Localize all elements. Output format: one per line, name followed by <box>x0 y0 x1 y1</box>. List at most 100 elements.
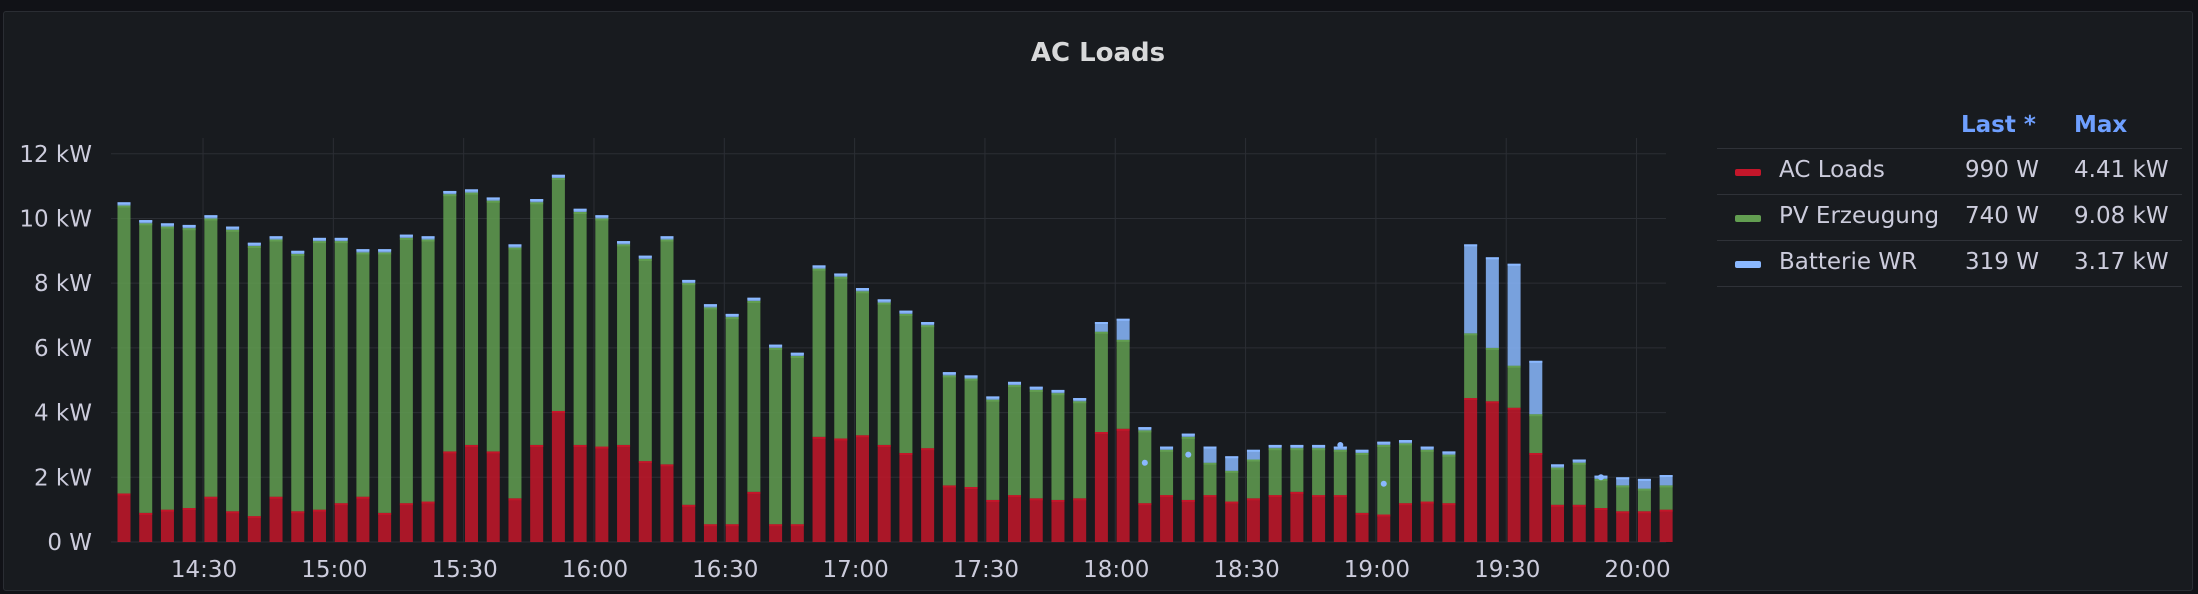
x-tick-label: 17:00 <box>822 557 888 583</box>
bar-ac-loads <box>725 524 739 542</box>
bar-ac-loads <box>334 503 348 542</box>
bar-pv-erzeugung <box>1398 443 1412 504</box>
bar-pv-erzeugung <box>617 244 631 445</box>
bar-pv-erzeugung <box>1442 454 1456 504</box>
legend-row-ac-loads[interactable]: AC Loads 990 W 4.41 kW <box>1717 149 2182 195</box>
bar-ac-loads <box>1420 501 1434 542</box>
bar-pv-erzeugung <box>465 192 479 445</box>
bar-pv-erzeugung <box>1420 449 1434 502</box>
bar-batterie-wr <box>1246 449 1260 460</box>
bar-ac-loads <box>1094 431 1108 542</box>
bar-ac-loads <box>899 453 913 542</box>
bar-ac-loads <box>1355 512 1369 542</box>
bar-pv-erzeugung <box>1008 385 1022 496</box>
bar-pv-erzeugung <box>986 399 1000 500</box>
bar-pv-erzeugung <box>1551 467 1565 505</box>
bar-ac-loads <box>1464 398 1478 542</box>
y-tick-label: 8 kW <box>34 271 92 297</box>
bar-ac-loads <box>1312 495 1326 542</box>
point-marker <box>1185 451 1192 458</box>
bar-pv-erzeugung <box>291 254 305 512</box>
bar-pv-erzeugung <box>1659 485 1673 510</box>
bar-ac-loads <box>834 438 848 542</box>
legend-last-value: 319 W <box>1965 249 2039 275</box>
bar-pv-erzeugung <box>486 200 500 452</box>
bar-pv-erzeugung <box>139 223 153 513</box>
bar-pv-erzeugung <box>855 291 869 436</box>
bar-ac-loads <box>1290 491 1304 542</box>
point-marker <box>1141 459 1148 466</box>
bar-pv-erzeugung <box>660 239 674 465</box>
bar-pv-erzeugung <box>921 325 935 449</box>
bar-ac-loads <box>204 496 218 542</box>
bar-pv-erzeugung <box>160 226 174 510</box>
bar-pv-erzeugung <box>942 375 956 486</box>
bar-ac-loads <box>682 504 696 542</box>
bar-pv-erzeugung <box>1637 488 1651 512</box>
bar-ac-loads <box>530 444 544 542</box>
bar-batterie-wr <box>1637 478 1651 489</box>
bar-batterie-wr <box>1225 456 1239 471</box>
x-tick-label: 18:30 <box>1213 557 1279 583</box>
bar-ac-loads <box>1442 503 1456 542</box>
bar-batterie-wr <box>1485 257 1499 348</box>
bar-pv-erzeugung <box>682 283 696 505</box>
bar-pv-erzeugung <box>508 247 522 499</box>
legend-header-last[interactable]: Last * <box>1961 112 2036 138</box>
bar-pv-erzeugung <box>247 245 261 517</box>
y-tick-label: 6 kW <box>34 336 92 362</box>
bar-pv-erzeugung <box>1029 389 1043 499</box>
y-tick-label: 2 kW <box>34 465 92 491</box>
bar-pv-erzeugung <box>1594 478 1608 509</box>
legend-name: Batterie WR <box>1779 249 1918 275</box>
bar-batterie-wr <box>1464 244 1478 334</box>
bar-ac-loads <box>1398 503 1412 542</box>
bar-pv-erzeugung <box>530 202 544 445</box>
bar-pv-erzeugung <box>399 237 413 504</box>
bar-ac-loads <box>660 464 674 542</box>
bar-ac-loads <box>1160 495 1174 542</box>
bar-pv-erzeugung <box>1290 448 1304 492</box>
bar-ac-loads <box>1507 407 1521 542</box>
bar-ac-loads <box>139 512 153 542</box>
bar-ac-loads <box>812 436 826 542</box>
bar-ac-loads <box>1029 498 1043 542</box>
bar-ac-loads <box>1594 508 1608 542</box>
panel-title: AC Loads <box>1030 38 1166 68</box>
legend-header-max[interactable]: Max <box>2074 112 2128 138</box>
bar-pv-erzeugung <box>1203 462 1217 496</box>
bar-pv-erzeugung <box>1616 485 1630 512</box>
legend-swatch-batterie-wr <box>1735 261 1761 268</box>
legend-name: PV Erzeugung <box>1779 203 1940 229</box>
legend-name: AC Loads <box>1779 157 1885 183</box>
bar-ac-loads <box>1181 499 1195 542</box>
bar-ac-loads <box>443 451 457 542</box>
bar-pv-erzeugung <box>378 252 392 513</box>
bar-pv-erzeugung <box>877 302 891 445</box>
bar-ac-loads <box>855 435 869 542</box>
bar-ac-loads <box>421 501 435 542</box>
bar-ac-loads <box>986 499 1000 542</box>
bar-ac-loads <box>1225 501 1239 542</box>
bar-ac-loads <box>160 509 174 542</box>
point-marker <box>1337 441 1344 448</box>
legend-row-pv-erzeugung[interactable]: PV Erzeugung 740 W 9.08 kW <box>1717 195 2182 241</box>
bar-ac-loads <box>356 496 370 542</box>
bar-ac-loads <box>1268 495 1282 542</box>
y-tick-label: 12 kW <box>19 142 92 168</box>
bar-ac-loads <box>269 496 283 542</box>
bar-ac-loads <box>1203 495 1217 542</box>
bar-pv-erzeugung <box>551 178 565 411</box>
legend-max-value: 3.17 kW <box>2074 249 2169 275</box>
point-marker <box>1597 474 1604 481</box>
legend-swatch-ac-loads <box>1735 169 1761 176</box>
legend-header: Last * Max <box>1717 108 2182 149</box>
bar-pv-erzeugung <box>1225 470 1239 502</box>
bar-pv-erzeugung <box>1073 401 1087 499</box>
bar-pv-erzeugung <box>182 228 196 509</box>
bar-pv-erzeugung <box>812 268 826 437</box>
bar-ac-loads <box>769 524 783 542</box>
legend-row-batterie-wr[interactable]: Batterie WR 319 W 3.17 kW <box>1717 241 2182 287</box>
bar-pv-erzeugung <box>1181 436 1195 500</box>
bar-ac-loads <box>226 511 240 542</box>
